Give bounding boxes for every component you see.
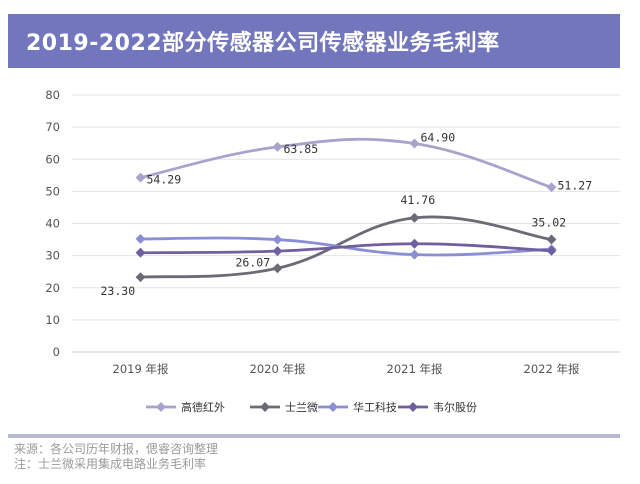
- data-point: [272, 263, 283, 274]
- data-label: 41.76: [401, 193, 436, 207]
- data-point: [409, 249, 420, 260]
- legend-marker: [260, 402, 270, 412]
- series-line: [140, 215, 552, 279]
- legend-label: 韦尔股份: [433, 401, 477, 414]
- data-label: 63.85: [284, 142, 319, 156]
- data-point: [135, 233, 146, 244]
- y-tick-label: 30: [45, 249, 60, 263]
- data-point: [409, 138, 420, 149]
- legend-marker: [328, 402, 338, 412]
- y-tick-label: 40: [45, 217, 60, 231]
- data-label: 64.90: [421, 131, 456, 145]
- title-bar: 2019-2022部分传感器公司传感器业务毛利率: [8, 14, 620, 68]
- data-point: [135, 247, 146, 258]
- divider: [8, 434, 620, 438]
- data-label: 51.27: [558, 178, 593, 192]
- y-tick-label: 10: [45, 313, 60, 327]
- x-tick-label: 2019 年报: [113, 362, 169, 376]
- data-point: [272, 246, 283, 257]
- data-point: [272, 234, 283, 245]
- chart-title: 2019-2022部分传感器公司传感器业务毛利率: [26, 31, 500, 56]
- y-tick-label: 0: [53, 345, 60, 359]
- data-point: [272, 141, 283, 152]
- legend-label: 高德红外: [181, 400, 225, 414]
- y-tick-label: 80: [45, 88, 60, 102]
- x-tick-label: 2020 年报: [250, 362, 306, 376]
- legend-label: 士兰微: [285, 400, 318, 414]
- data-label: 26.07: [236, 255, 271, 269]
- y-tick-label: 60: [45, 152, 60, 166]
- data-point: [409, 238, 420, 249]
- data-label: 54.29: [147, 173, 182, 187]
- y-tick-label: 20: [45, 281, 60, 295]
- legend-marker: [156, 402, 166, 412]
- data-point: [546, 234, 557, 245]
- x-tick-label: 2022 年报: [524, 362, 580, 376]
- data-point: [546, 182, 557, 193]
- footnote: 注：士兰微采用集成电路业务毛利率: [14, 457, 207, 471]
- source-note: 来源：各公司历年财报，偲睿咨询整理: [14, 442, 219, 456]
- x-tick-label: 2021 年报: [387, 362, 443, 376]
- footnotes: 来源：各公司历年财报，偲睿咨询整理 注：士兰微采用集成电路业务毛利率: [14, 442, 218, 472]
- data-point: [135, 272, 146, 283]
- y-tick-label: 70: [45, 120, 60, 134]
- data-point: [409, 212, 420, 223]
- legend-marker: [408, 402, 418, 412]
- legend-label: 华工科技: [353, 400, 397, 414]
- data-point: [546, 245, 557, 256]
- data-label: 23.30: [101, 284, 136, 298]
- data-label: 35.02: [532, 215, 567, 229]
- series-line: [140, 242, 552, 255]
- data-point: [135, 172, 146, 183]
- y-tick-label: 50: [45, 184, 60, 198]
- series-line: [140, 137, 552, 189]
